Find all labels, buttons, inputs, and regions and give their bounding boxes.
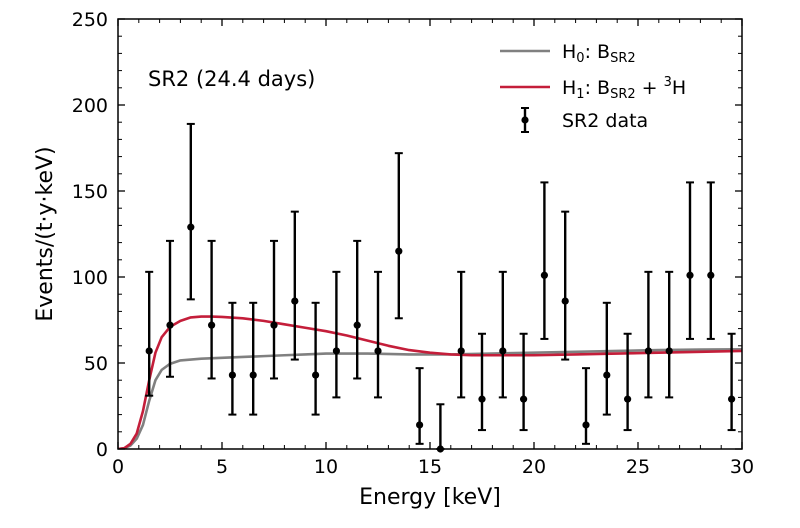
data-marker bbox=[374, 347, 382, 355]
x-tick-label: 0 bbox=[112, 456, 124, 478]
x-tick-label: 20 bbox=[522, 456, 546, 478]
data-point bbox=[706, 181, 715, 340]
data-marker bbox=[332, 347, 340, 355]
data-marker bbox=[561, 297, 569, 305]
data-marker bbox=[582, 421, 590, 429]
data-point bbox=[186, 122, 195, 301]
data-marker bbox=[395, 247, 403, 255]
data-point bbox=[332, 270, 341, 399]
data-marker bbox=[520, 395, 528, 403]
h0-model-line bbox=[118, 347, 742, 449]
data-point bbox=[394, 152, 403, 320]
data-marker bbox=[540, 271, 549, 279]
legend-data-swatch bbox=[521, 107, 529, 133]
data-point bbox=[582, 367, 590, 445]
data-point bbox=[602, 301, 611, 416]
data-marker bbox=[728, 395, 736, 403]
y-tick-label: 200 bbox=[72, 95, 108, 117]
y-tick-label: 50 bbox=[84, 353, 108, 375]
data-point bbox=[311, 301, 320, 416]
data-point bbox=[436, 403, 445, 453]
data-point bbox=[498, 270, 507, 399]
data-marker bbox=[603, 371, 611, 379]
legend-h0-label: H0: BSR2 bbox=[562, 41, 636, 66]
data-marker bbox=[208, 321, 216, 329]
data-marker bbox=[270, 321, 278, 329]
chart-annotation: SR2 (24.4 days) bbox=[148, 67, 315, 91]
data-marker bbox=[312, 371, 320, 379]
x-tick-label: 10 bbox=[314, 456, 338, 478]
data-point bbox=[686, 181, 694, 340]
data-marker bbox=[686, 271, 694, 279]
data-point bbox=[353, 239, 362, 380]
data-point bbox=[415, 367, 424, 445]
data-marker bbox=[478, 395, 486, 403]
y-tick-label: 250 bbox=[72, 9, 108, 31]
data-point bbox=[249, 301, 258, 416]
x-tick-label: 25 bbox=[626, 456, 650, 478]
plot-frame bbox=[117, 18, 743, 450]
x-axis-label: Energy [keV] bbox=[359, 485, 501, 510]
h1-model-line bbox=[118, 315, 742, 449]
data-point bbox=[166, 239, 174, 378]
data-point bbox=[561, 210, 570, 361]
model-curves bbox=[118, 315, 742, 449]
data-point bbox=[478, 332, 486, 432]
data-marker bbox=[145, 347, 153, 355]
y-tick-label: 0 bbox=[96, 439, 108, 461]
data-point bbox=[207, 239, 216, 380]
data-marker bbox=[624, 395, 632, 403]
data-point bbox=[228, 301, 237, 416]
data-marker bbox=[416, 421, 424, 429]
y-tick-label: 100 bbox=[72, 267, 108, 289]
legend-h1-label: H1: BSR2 + 3H bbox=[562, 75, 686, 102]
data-marker bbox=[166, 321, 174, 329]
data-point bbox=[145, 270, 154, 397]
data-marker bbox=[665, 347, 673, 355]
data-point bbox=[374, 270, 382, 399]
y-axis-label: Events/(t·y·keV) bbox=[33, 146, 58, 321]
data-point bbox=[457, 270, 466, 399]
y-tick-label: 150 bbox=[72, 181, 108, 203]
data-point bbox=[644, 270, 653, 399]
x-tick-label: 15 bbox=[418, 456, 442, 478]
data-marker bbox=[499, 347, 507, 355]
data-point bbox=[727, 332, 736, 432]
data-point bbox=[290, 210, 299, 361]
data-points bbox=[145, 122, 736, 453]
data-point bbox=[665, 270, 674, 399]
legend-data-label: SR2 data bbox=[562, 110, 648, 132]
data-marker bbox=[353, 321, 361, 329]
x-tick-label: 30 bbox=[730, 456, 754, 478]
data-marker bbox=[187, 223, 195, 231]
data-point bbox=[540, 181, 549, 340]
x-tick-label: 5 bbox=[216, 456, 228, 478]
data-point bbox=[519, 332, 528, 432]
legend: H0: BSR2 H1: BSR2 + 3H SR2 data bbox=[500, 41, 686, 133]
data-marker bbox=[457, 347, 465, 355]
data-marker bbox=[249, 371, 257, 379]
data-point bbox=[623, 332, 632, 432]
data-marker bbox=[644, 347, 653, 355]
data-marker bbox=[707, 271, 715, 279]
data-point bbox=[270, 239, 278, 380]
data-marker bbox=[291, 297, 299, 305]
data-marker bbox=[228, 371, 236, 379]
